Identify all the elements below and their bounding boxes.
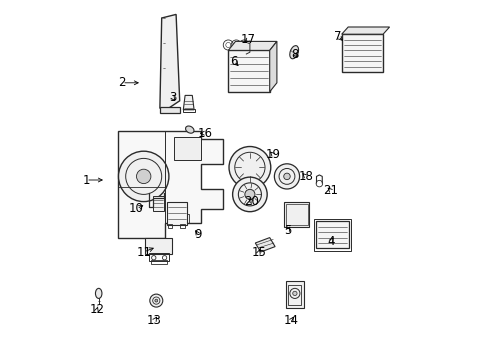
Bar bbox=[341, 34, 382, 72]
Polygon shape bbox=[183, 95, 194, 110]
Text: 18: 18 bbox=[298, 170, 312, 183]
Bar bbox=[228, 50, 269, 92]
Text: 21: 21 bbox=[323, 184, 338, 197]
Bar bbox=[180, 224, 184, 228]
Text: 6: 6 bbox=[229, 55, 237, 68]
Polygon shape bbox=[160, 14, 179, 112]
Text: 7: 7 bbox=[334, 30, 341, 42]
Bar bbox=[176, 214, 188, 223]
Bar bbox=[285, 204, 307, 225]
Circle shape bbox=[283, 173, 289, 180]
Bar bbox=[151, 260, 167, 264]
Text: 20: 20 bbox=[244, 195, 259, 208]
Text: 16: 16 bbox=[197, 127, 212, 140]
Text: 2: 2 bbox=[118, 76, 125, 89]
Bar bbox=[174, 137, 201, 160]
Text: 17: 17 bbox=[240, 33, 255, 46]
Circle shape bbox=[228, 147, 270, 188]
Bar bbox=[316, 221, 348, 248]
Bar bbox=[176, 214, 180, 218]
Circle shape bbox=[244, 189, 254, 199]
Bar bbox=[145, 238, 172, 254]
Polygon shape bbox=[255, 238, 275, 252]
Circle shape bbox=[274, 164, 299, 189]
Circle shape bbox=[136, 169, 151, 184]
Circle shape bbox=[155, 299, 158, 302]
Polygon shape bbox=[269, 41, 276, 92]
Text: 10: 10 bbox=[129, 202, 143, 215]
Circle shape bbox=[149, 294, 163, 307]
Text: 11: 11 bbox=[136, 246, 151, 258]
Text: 1: 1 bbox=[82, 174, 90, 186]
Bar bbox=[284, 202, 309, 227]
Bar bbox=[285, 281, 303, 308]
Text: 14: 14 bbox=[283, 314, 298, 327]
Bar bbox=[160, 107, 179, 113]
Bar bbox=[288, 285, 301, 305]
Ellipse shape bbox=[95, 288, 102, 298]
Bar bbox=[182, 109, 194, 112]
Circle shape bbox=[118, 151, 168, 202]
Bar bbox=[149, 253, 168, 261]
Text: 8: 8 bbox=[291, 48, 298, 60]
Text: 15: 15 bbox=[251, 246, 266, 258]
Text: 4: 4 bbox=[326, 235, 334, 248]
Text: 13: 13 bbox=[147, 314, 162, 327]
Text: 12: 12 bbox=[89, 303, 104, 316]
Circle shape bbox=[232, 177, 266, 212]
Bar bbox=[152, 196, 163, 211]
Polygon shape bbox=[118, 131, 223, 238]
Ellipse shape bbox=[289, 46, 298, 59]
Text: 3: 3 bbox=[168, 91, 176, 104]
Text: 5: 5 bbox=[284, 224, 291, 237]
Text: 9: 9 bbox=[194, 228, 201, 240]
Ellipse shape bbox=[185, 126, 194, 133]
Text: 19: 19 bbox=[265, 148, 280, 161]
Bar bbox=[167, 224, 172, 228]
Polygon shape bbox=[228, 41, 276, 50]
Circle shape bbox=[292, 291, 296, 296]
Bar bbox=[167, 202, 186, 225]
Polygon shape bbox=[341, 27, 389, 34]
Bar bbox=[313, 219, 351, 251]
